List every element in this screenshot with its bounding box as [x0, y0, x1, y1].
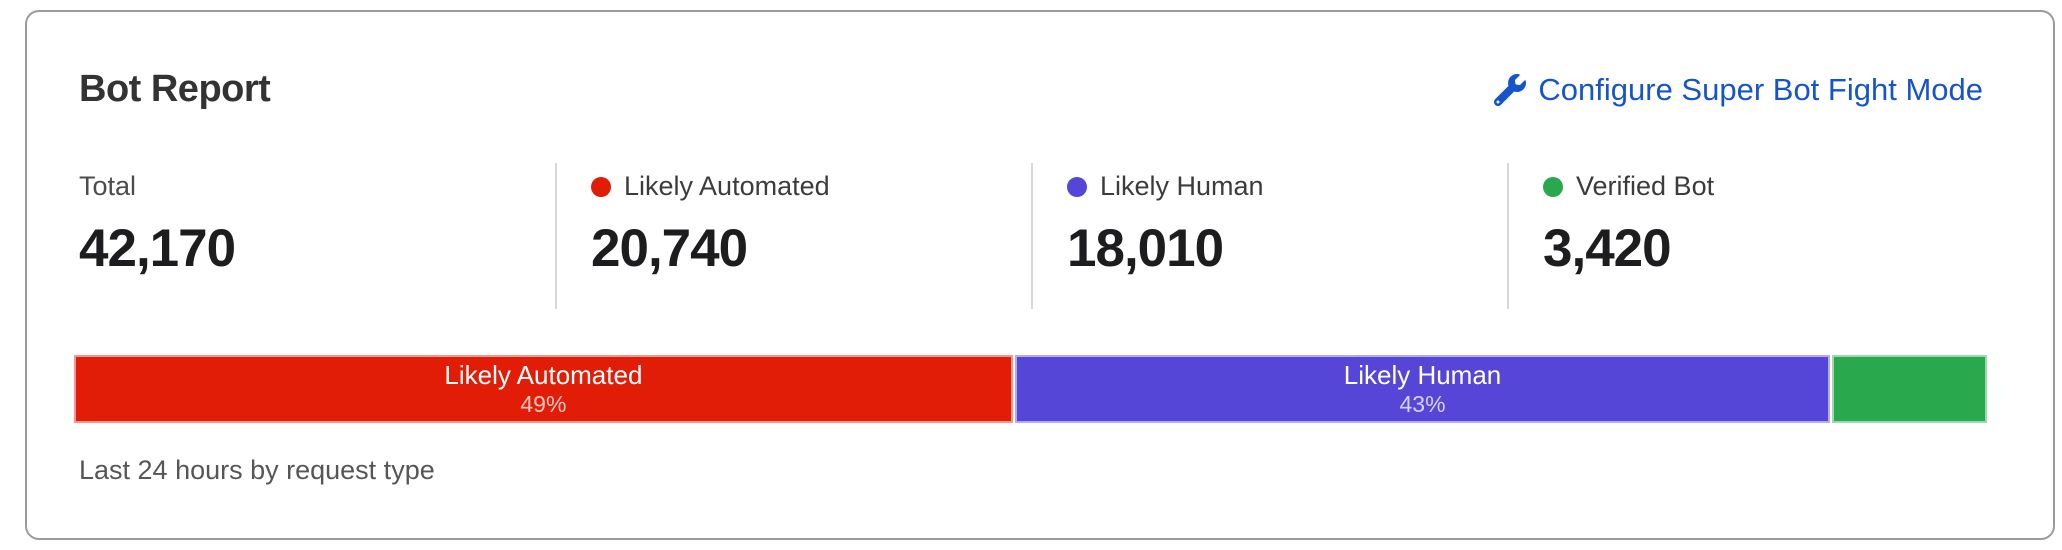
likely-automated-dot-icon: [591, 176, 611, 197]
likely-human-dot-icon: [1067, 176, 1087, 197]
stat-label-text: Likely Human: [1100, 171, 1264, 201]
stat-label-text: Likely Automated: [624, 171, 830, 201]
stat-likely-human: Likely Human 18,010: [1031, 163, 1507, 309]
stat-label-text: Total: [79, 171, 137, 201]
bar-segment-likely-human[interactable]: Likely Human 43%: [1014, 355, 1831, 423]
bar-segment-label: Likely Automated: [444, 359, 643, 390]
stat-verified-bot-label: Verified Bot: [1543, 171, 1983, 202]
wrench-icon: [1494, 73, 1527, 106]
card-header: Bot Report Configure Super Bot Fight Mod…: [79, 68, 1983, 111]
stat-total-value: 42,170: [79, 219, 236, 278]
chart-caption: Last 24 hours by request type: [79, 455, 435, 485]
configure-super-bot-fight-mode-link[interactable]: Configure Super Bot Fight Mode: [1494, 72, 1983, 108]
bar-segment-likely-automated[interactable]: Likely Automated 49%: [74, 355, 1013, 423]
verified-bot-dot-icon: [1543, 176, 1563, 197]
stat-likely-human-value: 18,010: [1067, 219, 1224, 278]
stat-likely-automated-label: Likely Automated: [591, 171, 1031, 202]
stat-likely-automated: Likely Automated 20,740: [555, 163, 1031, 309]
stat-total: Total 42,170: [79, 163, 555, 309]
stacked-bar-chart: Likely Automated 49% Likely Human 43%: [74, 355, 1987, 423]
bot-report-card: Bot Report Configure Super Bot Fight Mod…: [25, 10, 2055, 540]
stat-verified-bot-value: 3,420: [1543, 219, 1672, 278]
configure-link-label: Configure Super Bot Fight Mode: [1538, 71, 1983, 107]
bar-segment-percent: 43%: [1399, 390, 1446, 417]
stat-likely-human-label: Likely Human: [1067, 171, 1507, 202]
stat-likely-automated-value: 20,740: [591, 219, 748, 278]
page-title: Bot Report: [79, 68, 271, 110]
stats-row: Total 42,170 Likely Automated 20,740 Lik…: [79, 163, 1983, 309]
stat-label-text: Verified Bot: [1576, 171, 1715, 201]
bar-segment-percent: 49%: [520, 390, 567, 417]
bar-segment-label: Likely Human: [1343, 359, 1502, 390]
stat-verified-bot: Verified Bot 3,420: [1507, 163, 1983, 309]
bar-segment-verified-bot[interactable]: [1832, 355, 1987, 423]
stat-total-label: Total: [79, 171, 555, 202]
